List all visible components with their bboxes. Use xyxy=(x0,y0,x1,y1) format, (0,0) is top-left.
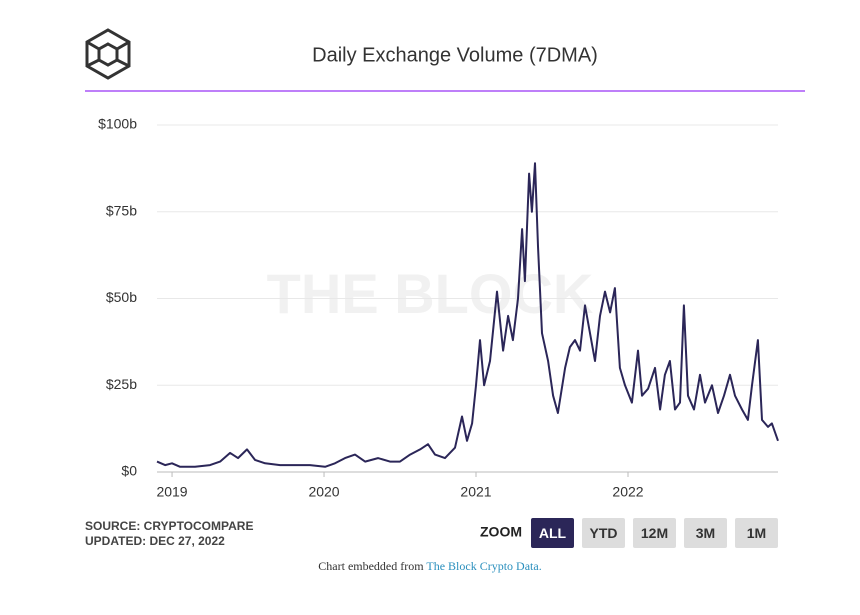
zoom-button[interactable]: ALL xyxy=(531,518,574,548)
y-tick-label: $75b xyxy=(106,202,137,218)
watermark: THE BLOCK xyxy=(267,262,594,325)
y-tick-label: $0 xyxy=(121,463,137,479)
footer: Chart embedded from The Block Crypto Dat… xyxy=(318,559,541,573)
x-tick-label: 2021 xyxy=(460,484,491,500)
zoom-button[interactable]: 12M xyxy=(633,518,676,548)
updated: UPDATED: DEC 27, 2022 xyxy=(85,534,225,548)
zoom-button[interactable]: 1M xyxy=(735,518,778,548)
y-tick-label: $100b xyxy=(98,116,137,132)
series-line xyxy=(156,162,779,468)
logo xyxy=(85,28,131,80)
zoom-button[interactable]: 3M xyxy=(684,518,727,548)
source: SOURCE: CRYPTOCOMPARE xyxy=(85,519,253,533)
y-tick-label: $50b xyxy=(106,289,137,305)
x-tick-label: 2020 xyxy=(308,484,339,500)
x-tick-label: 2022 xyxy=(612,484,643,500)
zoom-button[interactable]: YTD xyxy=(582,518,625,548)
x-tick-label: 2019 xyxy=(156,484,187,500)
zoom-label: ZOOM xyxy=(480,524,522,540)
footer-text: Chart embedded from xyxy=(318,559,424,573)
chart-title: Daily Exchange Volume (7DMA) xyxy=(312,44,598,66)
y-tick-label: $25b xyxy=(106,376,137,392)
footer-link[interactable]: The Block Crypto Data. xyxy=(426,559,541,573)
